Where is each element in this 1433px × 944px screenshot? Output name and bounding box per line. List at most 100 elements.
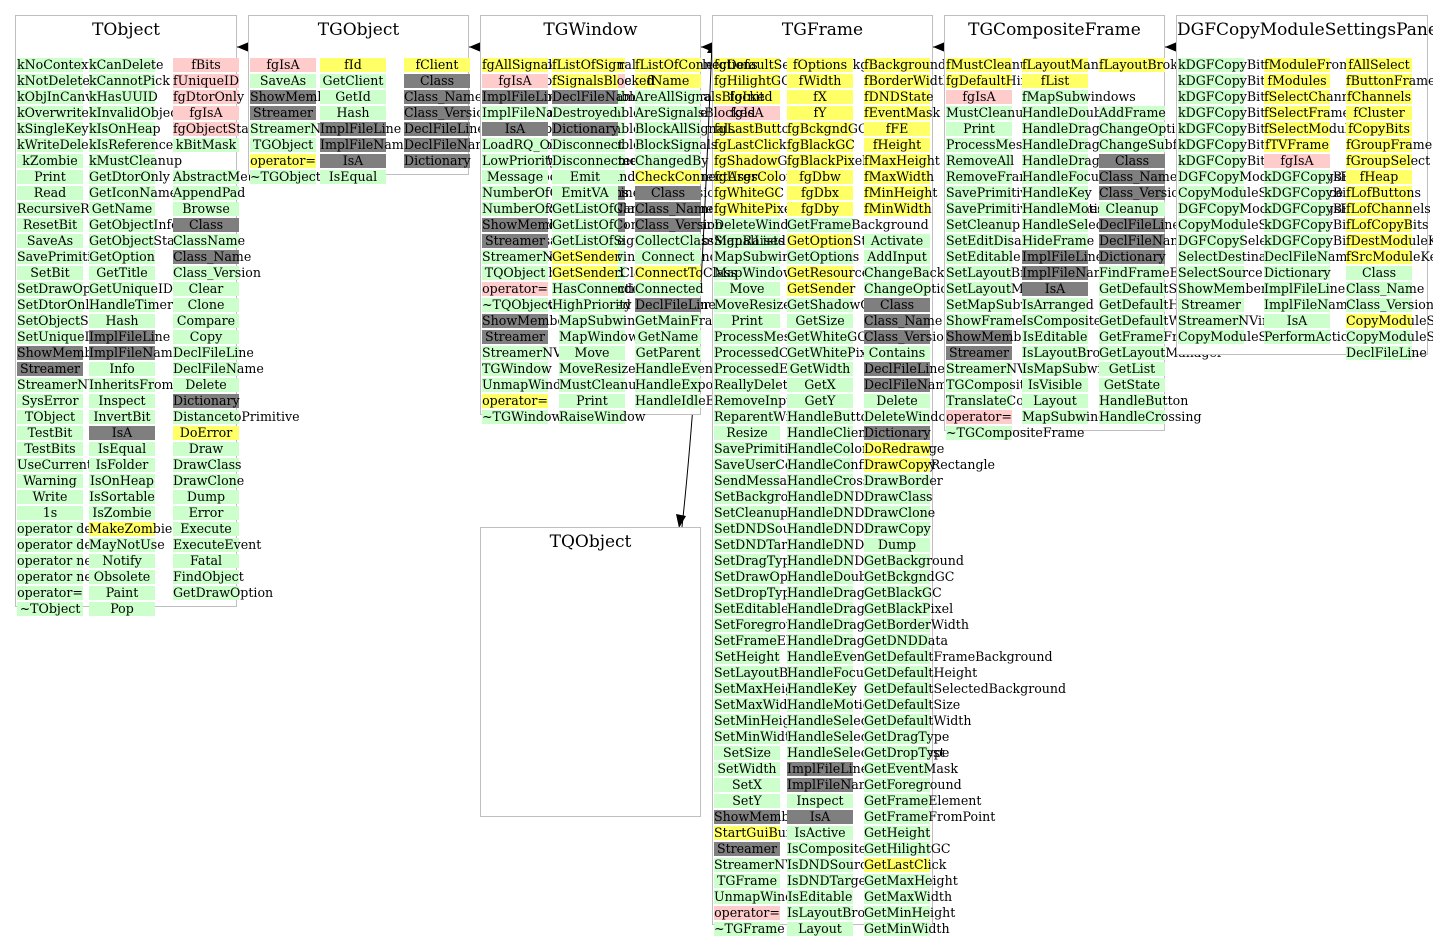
member-print: Print <box>17 170 83 184</box>
member-getlistofconnections: GetListOfConnections <box>552 218 693 232</box>
arrowhead-tqobject <box>676 514 686 528</box>
member-handledoubleclick: HandleDoubleClick <box>1022 105 1146 120</box>
member-dictionary: Dictionary <box>173 393 240 408</box>
member-fheight: fHeight <box>864 138 930 152</box>
member-setdroptype: SetDropType <box>714 585 798 600</box>
member-delete: Delete <box>173 378 239 392</box>
member-reparentwindow: ReparentWindow <box>714 409 825 424</box>
member-fmodulefrom: fModuleFrom <box>1264 57 1352 72</box>
member-getdefaultwidth: GetDefaultWidth <box>1099 313 1207 328</box>
member-getdtoronly: GetDtorOnly <box>89 169 170 184</box>
member-fghilightgc: fgHilightGC <box>714 73 791 88</box>
member-handlecolormapchange: HandleColormapChange <box>787 442 944 456</box>
member-ismapsubwindows: IsMapSubwindows <box>1022 361 1143 376</box>
member-declfilename: DeclFileName <box>864 377 955 392</box>
class-title: TQObject <box>549 532 632 552</box>
arrowhead-tobject <box>237 42 249 52</box>
member-info: Info <box>89 362 155 376</box>
member-copymodulesettings: CopyModuleSettings <box>1346 329 1433 344</box>
member-showmembers: ShowMembers <box>482 313 578 328</box>
member-setsize: SetSize <box>714 746 780 760</box>
member-tgobject: ~TGObject <box>250 169 321 184</box>
member-isa: IsA <box>89 426 155 440</box>
member-dump: Dump <box>173 490 239 504</box>
member-fgisa: fgIsA <box>250 58 316 72</box>
member-drawclone: DrawClone <box>173 473 245 488</box>
member-handledragmotion: HandleDragMotion <box>787 633 911 648</box>
member-handlebutton: HandleButton <box>787 409 877 424</box>
member-fminwidth: fMinWidth <box>864 201 932 216</box>
member-declfilename: DeclFileName <box>173 361 264 376</box>
member-kcandelete: kCanDelete <box>89 57 164 72</box>
member-handledragenter: HandleDragEnter <box>1022 137 1136 152</box>
member-getdroptype: GetDropType <box>864 745 950 760</box>
member-getframeelement: GetFrameElement <box>864 793 982 808</box>
member-setdndsource: SetDNDSource <box>714 521 812 536</box>
member-gettitle: GetTitle <box>89 266 155 280</box>
member-handleselection: HandleSelection <box>787 713 893 728</box>
member-implfilename: ImplFileName <box>1264 297 1356 312</box>
member-getdefaultselectedbackground: GetDefaultSelectedBackground <box>864 681 1067 696</box>
member-handlebutton: HandleButton <box>1099 393 1189 408</box>
member-seteditdisabled: SetEditDisabled <box>946 233 1050 248</box>
member-cleanup: Cleanup <box>1099 202 1165 216</box>
member-fgdbw: fgDbw <box>787 170 853 184</box>
member-showmembers: ShowMembers <box>250 89 346 104</box>
member-fname: fName <box>635 74 701 88</box>
member-fgusercolor: fgUserColor <box>714 169 793 184</box>
member-changeoptions: ChangeOptions <box>864 281 963 296</box>
member-getid: GetId <box>320 90 386 104</box>
member-implfilename: ImplFileName <box>89 345 181 360</box>
member-testbits: TestBits <box>17 442 83 456</box>
member-handleevent: HandleEvent <box>787 649 871 664</box>
member-flistofsignals: fListOfSignals <box>552 57 643 72</box>
member-sendmessage: SendMessage <box>714 473 803 488</box>
member-flistofconnections: fListOfConnections <box>635 57 758 72</box>
member-getmainframe: GetMainFrame <box>635 313 732 328</box>
member-kdgfcopybittrace: kDGFCopyBitTrace <box>1178 121 1302 136</box>
member-kdgfcopybitthresh: kDGFCopyBitThresh <box>1178 137 1310 152</box>
member-empty <box>864 218 930 232</box>
member-processmessage: ProcessMessage <box>946 137 1052 152</box>
member-fgroupselect: fGroupSelect <box>1346 153 1431 168</box>
member-getminheight: GetMinHeight <box>864 905 956 920</box>
member-getshadowgc: GetShadowGC <box>787 297 880 312</box>
member-streamer: Streamer <box>482 234 548 248</box>
member-isa: IsA <box>1022 282 1088 296</box>
member-empty <box>1099 74 1165 88</box>
member-getdefaultwidth: GetDefaultWidth <box>864 713 972 728</box>
member-isa: IsA <box>1264 314 1330 328</box>
member-getoption: GetOption <box>89 249 155 264</box>
member-getoptions: GetOptions <box>787 249 860 264</box>
member-executeevent: ExecuteEvent <box>173 537 262 552</box>
member-geticonname: GetIconName <box>89 185 178 200</box>
member-handlecrossing: HandleCrossing <box>787 473 890 488</box>
member-fdndstate: fDNDState <box>864 89 934 104</box>
member-handleidleevent: HandleIdleEvent <box>635 393 743 408</box>
member-kdgfcopybitstat: kDGFCopyBitStat <box>1178 89 1292 104</box>
member-print: Print <box>559 394 625 408</box>
member-print: Print <box>946 122 1012 136</box>
member-streamernvirtual: StreamerNVirtual <box>482 345 597 360</box>
member-performaction: PerformAction <box>1264 329 1357 344</box>
member-setbit: SetBit <box>17 266 83 280</box>
member-implfilename: ImplFileName <box>787 777 879 792</box>
member-ksinglekey: kSingleKey <box>17 121 89 136</box>
member-flofcopybits: fLofCopyBits <box>1346 217 1429 232</box>
member-class-version: Class_Version <box>1346 297 1433 312</box>
member-aresignalsblocked: AreSignalsBlocked <box>635 105 756 120</box>
member-getlistofclasssignals: GetListOfClassSignals <box>552 202 694 216</box>
member-changesubframesbackground: ChangeSubframesBackground <box>1099 138 1294 152</box>
member-distancetoprimitive: DistancetoPrimitive <box>173 409 300 424</box>
member-fminheight: fMinHeight <box>864 185 938 200</box>
member-implfileline: ImplFileLine <box>1022 249 1104 264</box>
member-selectdestination: SelectDestination <box>1178 249 1292 264</box>
member-contains: Contains <box>864 346 930 360</box>
member-showmembers: ShowMembers <box>1178 281 1274 296</box>
member-write: Write <box>17 490 83 504</box>
member-fx: fX <box>787 90 853 104</box>
member-mapwindow: MapWindow <box>714 265 794 280</box>
member-mustcleanup: MustCleanup <box>559 377 645 392</box>
member-gety: GetY <box>787 394 853 408</box>
member-fmaxwidth: fMaxWidth <box>864 169 935 184</box>
